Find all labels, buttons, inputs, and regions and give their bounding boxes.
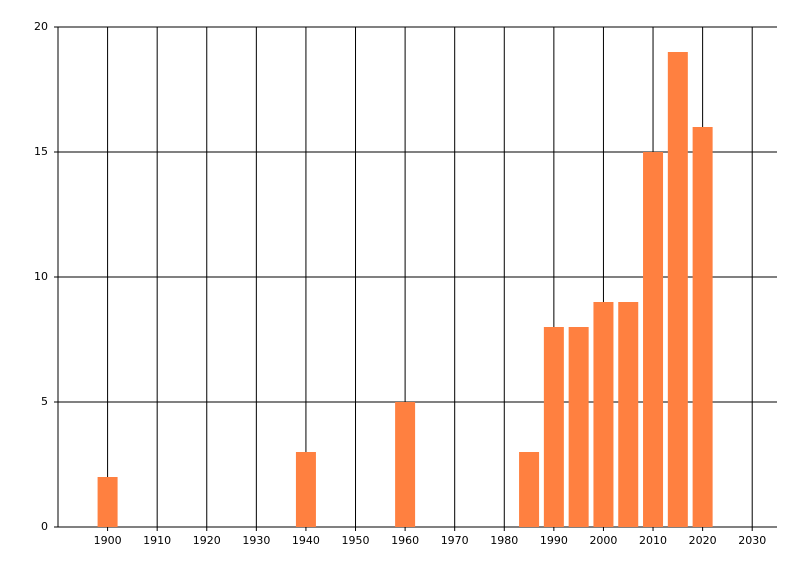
x-tick-label: 2010 <box>639 534 667 547</box>
x-tick-label: 1910 <box>143 534 171 547</box>
x-tick-label: 1980 <box>490 534 518 547</box>
bar <box>295 452 316 527</box>
bar <box>543 327 564 527</box>
x-tick-label: 1990 <box>540 534 568 547</box>
bar <box>692 127 713 527</box>
bar <box>519 452 540 527</box>
y-tick-label: 0 <box>41 520 48 533</box>
x-tick-label: 1950 <box>342 534 370 547</box>
x-tick-label: 1970 <box>441 534 469 547</box>
y-tick-label: 20 <box>34 20 48 33</box>
x-tick-label: 2030 <box>738 534 766 547</box>
bar <box>568 327 589 527</box>
x-tick-label: 2020 <box>689 534 717 547</box>
bar <box>618 302 639 527</box>
x-tick-label: 1940 <box>292 534 320 547</box>
bar <box>667 52 688 527</box>
bar <box>643 152 664 527</box>
bar <box>97 477 118 527</box>
x-tick-label: 2000 <box>589 534 617 547</box>
x-tick-label: 1930 <box>242 534 270 547</box>
bar <box>593 302 614 527</box>
y-tick-label: 15 <box>34 145 48 158</box>
y-tick-label: 5 <box>41 395 48 408</box>
x-tick-label: 1920 <box>193 534 221 547</box>
bar <box>395 402 416 527</box>
x-tick-label: 1960 <box>391 534 419 547</box>
y-tick-label: 10 <box>34 270 48 283</box>
x-tick-label: 1900 <box>94 534 122 547</box>
